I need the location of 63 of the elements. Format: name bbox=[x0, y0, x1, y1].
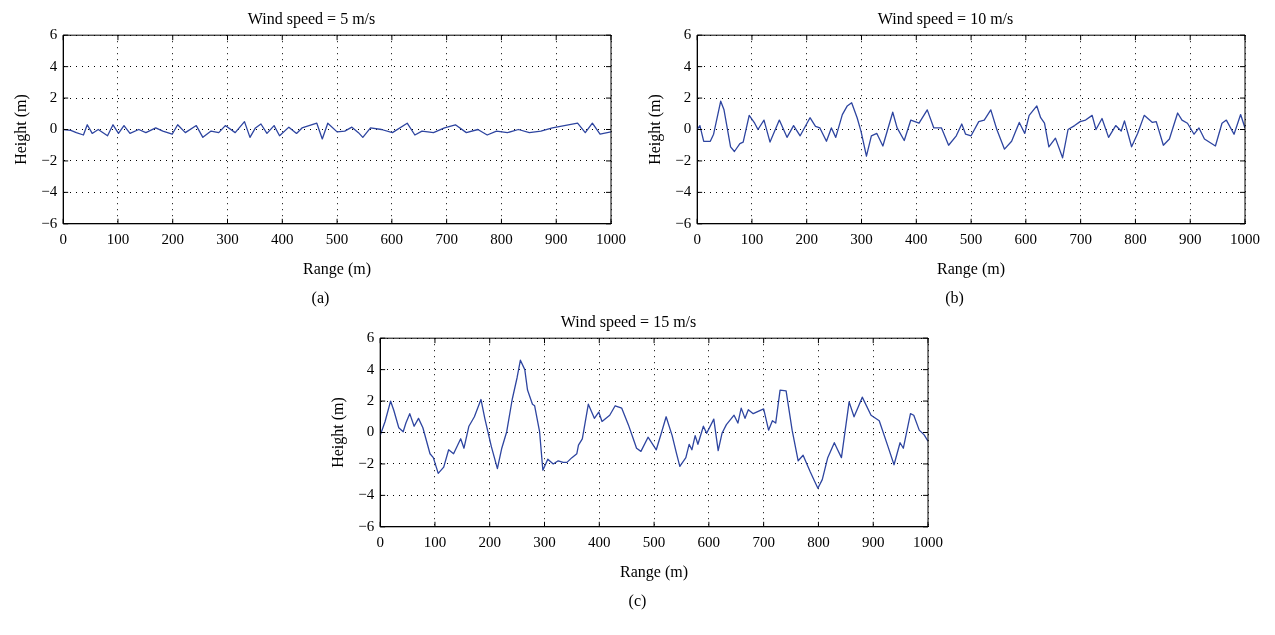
x-tick-label: 800 bbox=[807, 533, 830, 550]
x-tick-label: 900 bbox=[861, 533, 885, 550]
y-tick-label: 4 bbox=[366, 360, 375, 377]
x-tick-label: 500 bbox=[325, 230, 349, 247]
x-tick-label: 900 bbox=[544, 230, 568, 247]
y-tick-label: 0 bbox=[49, 120, 58, 137]
y-tick-label: −4 bbox=[358, 486, 375, 503]
x-tick-label: 600 bbox=[697, 533, 721, 550]
x-tick-label: 800 bbox=[490, 230, 513, 247]
x-axis-title: Range (m) bbox=[303, 259, 372, 278]
x-tick-label: 300 bbox=[533, 533, 556, 550]
x-tick-label: 100 bbox=[740, 230, 764, 247]
y-tick-label: 2 bbox=[49, 89, 58, 105]
x-tick-label: 400 bbox=[588, 533, 611, 550]
x-tick-label: 300 bbox=[216, 230, 239, 247]
x-tick-label: 700 bbox=[752, 533, 775, 550]
x-tick-label: 900 bbox=[1178, 230, 1202, 247]
y-tick-label: 0 bbox=[366, 423, 375, 440]
x-tick-label: 500 bbox=[959, 230, 983, 247]
y-tick-label: −2 bbox=[41, 151, 58, 168]
x-tick-label: 400 bbox=[905, 230, 928, 247]
x-tick-label: 700 bbox=[435, 230, 458, 247]
x-tick-label: 1000 bbox=[913, 533, 943, 550]
x-tick-label: 500 bbox=[642, 533, 666, 550]
y-tick-label: −4 bbox=[675, 183, 692, 200]
y-tick-label: −4 bbox=[41, 183, 58, 200]
chart-title: Wind speed = 5 m/s bbox=[247, 9, 376, 28]
y-axis-title: Height (m) bbox=[11, 94, 30, 165]
x-tick-label: 100 bbox=[423, 533, 447, 550]
y-tick-label: 2 bbox=[366, 392, 375, 408]
x-tick-label: 600 bbox=[1014, 230, 1038, 247]
x-tick-label: 100 bbox=[106, 230, 130, 247]
y-axis-title: Height (m) bbox=[645, 94, 664, 165]
x-tick-label: 800 bbox=[1124, 230, 1147, 247]
y-tick-label: 4 bbox=[49, 57, 58, 74]
y-tick-label: −6 bbox=[675, 214, 692, 231]
y-tick-label: 4 bbox=[683, 57, 692, 74]
x-tick-label: 200 bbox=[478, 533, 501, 550]
x-tick-label: 600 bbox=[380, 230, 404, 247]
text: (b) bbox=[944, 289, 965, 307]
x-tick-label: 200 bbox=[161, 230, 184, 247]
x-tick-label: 400 bbox=[271, 230, 294, 247]
text: (c) bbox=[627, 592, 648, 610]
y-tick-label: −2 bbox=[358, 454, 375, 471]
y-tick-label: −2 bbox=[675, 151, 692, 168]
x-axis-title: Range (m) bbox=[620, 562, 689, 581]
y-tick-label: 6 bbox=[49, 26, 58, 43]
x-tick-label: 700 bbox=[1069, 230, 1092, 247]
x-tick-label: 300 bbox=[850, 230, 873, 247]
chart-title: Wind speed = 15 m/s bbox=[560, 312, 697, 331]
y-axis-title: Height (m) bbox=[328, 397, 347, 468]
x-tick-label: 1000 bbox=[596, 230, 626, 247]
x-tick-label: 1000 bbox=[1230, 230, 1260, 247]
chart-title: Wind speed = 10 m/s bbox=[877, 9, 1014, 28]
text: (a) bbox=[310, 289, 331, 307]
y-tick-label: 0 bbox=[683, 120, 692, 137]
x-tick-label: 200 bbox=[795, 230, 818, 247]
y-tick-label: 6 bbox=[366, 329, 375, 346]
y-tick-label: 2 bbox=[683, 89, 692, 105]
x-axis-title: Range (m) bbox=[937, 259, 1006, 278]
y-tick-label: −6 bbox=[41, 214, 58, 231]
y-tick-label: −6 bbox=[358, 517, 375, 534]
y-tick-label: 6 bbox=[683, 26, 692, 43]
